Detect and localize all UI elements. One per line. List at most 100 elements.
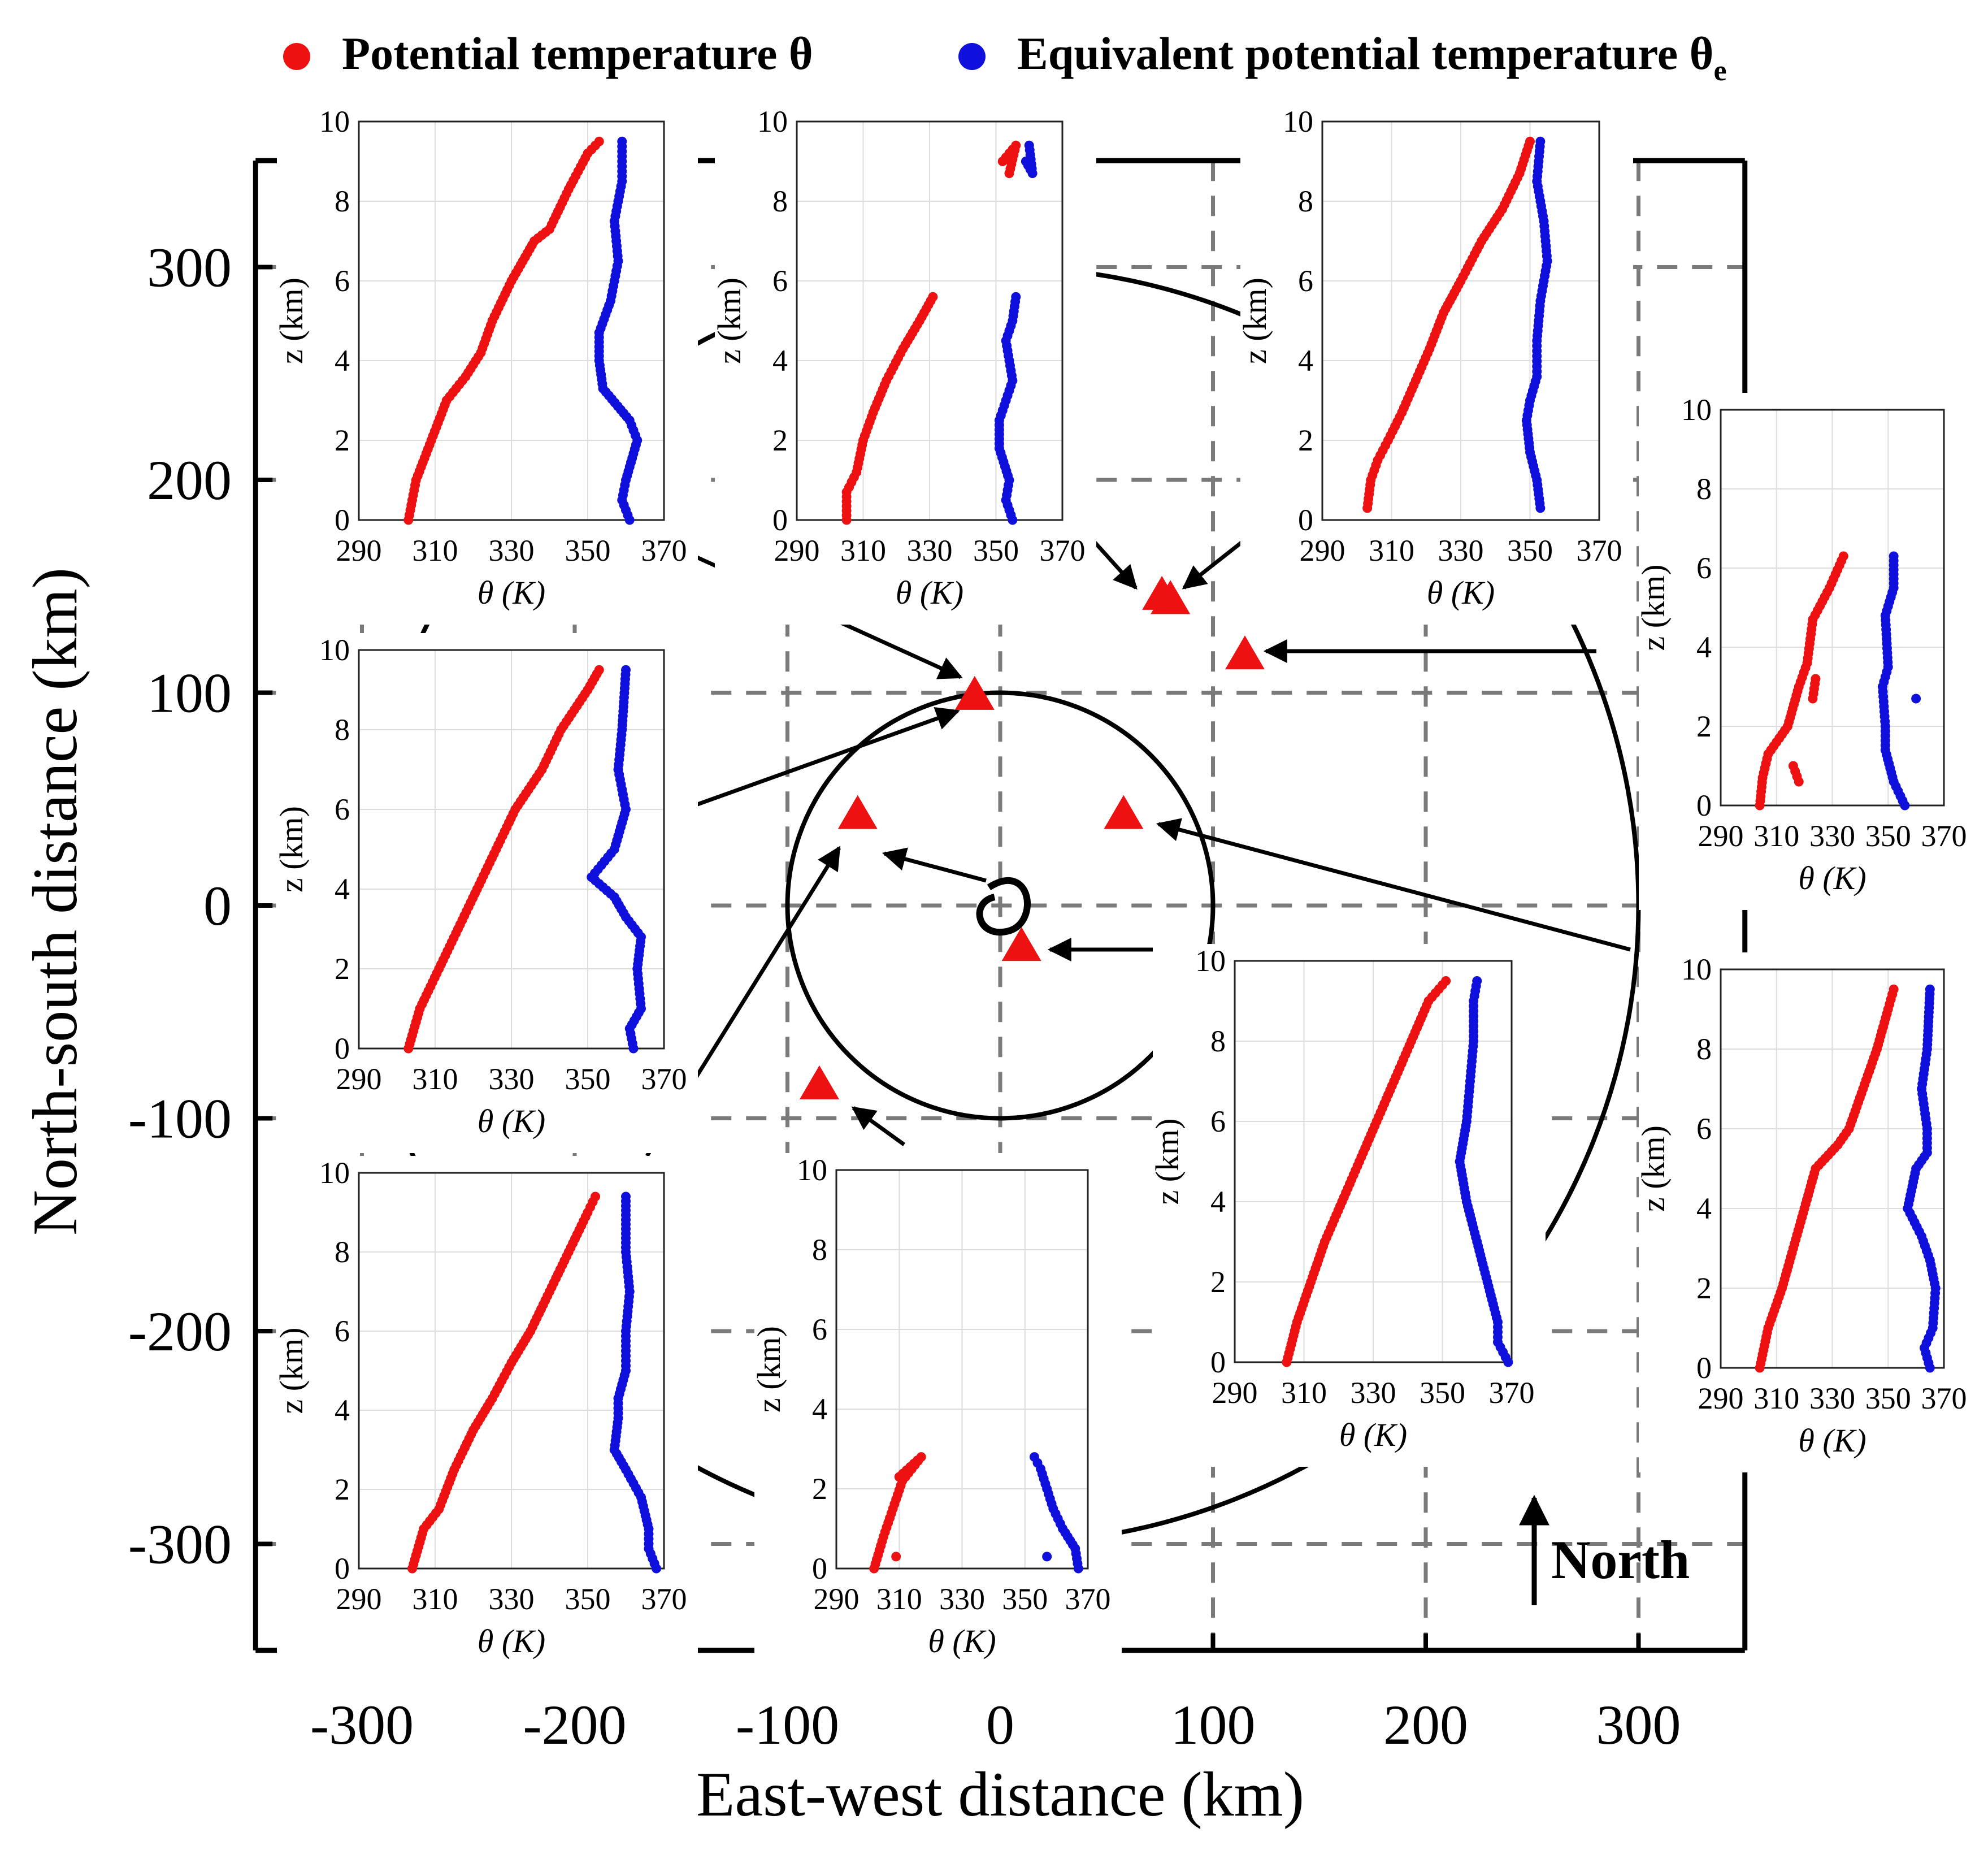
legend-theta-e-marker (958, 43, 986, 70)
inset-y-tick-label: 0 (1298, 503, 1313, 537)
inset-x-tick-label: 330 (1438, 534, 1484, 567)
inset-y-tick-label: 0 (1696, 1351, 1712, 1385)
inset-x-axis-title: θ (K) (1798, 1422, 1866, 1459)
inset-background (715, 105, 1096, 625)
map-y-tick-label: -300 (128, 1513, 232, 1576)
inset-y-tick-label: 6 (335, 792, 350, 826)
inset-x-tick-label: 370 (1489, 1376, 1535, 1410)
inset-x-tick-label: 290 (336, 1062, 382, 1096)
inset-x-axis-title: θ (K) (928, 1623, 996, 1660)
pointer-arrow (646, 707, 960, 825)
inset-y-tick-label: 4 (1696, 630, 1712, 664)
inset-y-tick-label: 10 (319, 105, 350, 138)
map-x-tick-label: 300 (1596, 1693, 1681, 1756)
theta-e-point (1029, 1452, 1039, 1462)
inset-frame (835, 1169, 1089, 1570)
inset-y-tick-label: 10 (1681, 393, 1712, 427)
inset-background (277, 633, 698, 1153)
profile-inset: 290 310 330 350 370 0 2 4 6 8 10 θ (K) z (km) (750, 1153, 1122, 1673)
inset-y-tick-label: 2 (812, 1472, 827, 1506)
inset-y-tick-label: 0 (772, 503, 788, 537)
map-x-tick-label: -200 (523, 1693, 626, 1756)
map-x-tick-label: 0 (986, 1693, 1014, 1756)
inset-y-tick-label: 10 (319, 633, 350, 667)
map-x-tick-label: -300 (310, 1693, 414, 1756)
inset-y-tick-label: 6 (812, 1312, 827, 1346)
map-y-tick-label: -200 (128, 1300, 232, 1363)
inset-y-tick-label: 4 (772, 344, 788, 378)
inset-background (754, 1153, 1122, 1673)
inset-background (277, 105, 698, 625)
inset-x-axis-title: θ (K) (478, 574, 545, 611)
theta-point (1889, 984, 1899, 994)
inset-y-axis-title: z (km) (273, 278, 310, 364)
inset-y-tick-label: 4 (1696, 1192, 1712, 1225)
inset-background (1153, 944, 1546, 1467)
inset-y-tick-label: 10 (1195, 944, 1226, 978)
inset-y-tick-label: 8 (1696, 1032, 1712, 1066)
sounding-triangle (1104, 795, 1144, 829)
pointer-arrow (1156, 818, 1631, 952)
inset-y-tick-label: 10 (1681, 952, 1712, 986)
theta-e-point (1011, 292, 1021, 302)
legend-theta-marker (283, 43, 310, 70)
profile-inset: 290 310 330 350 370 0 2 4 6 8 10 θ (K) z (km) (273, 105, 698, 625)
inset-x-tick-label: 290 (336, 534, 382, 567)
inset-y-tick-label: 4 (335, 872, 350, 906)
inset-y-tick-label: 6 (772, 264, 788, 298)
inset-y-tick-label: 2 (772, 423, 788, 457)
inset-y-axis-title: z (km) (750, 1326, 787, 1413)
inset-x-tick-label: 350 (565, 534, 611, 567)
inset-x-axis-title: θ (K) (478, 1623, 545, 1660)
inset-x-tick-label: 310 (1281, 1376, 1327, 1410)
pointer-arrow (882, 847, 987, 883)
inset-x-tick-label: 370 (1577, 534, 1622, 567)
inset-y-tick-label: 2 (335, 423, 350, 457)
inset-y-tick-label: 8 (1696, 472, 1712, 506)
theta-point (1004, 168, 1014, 179)
inset-background (1639, 952, 1978, 1472)
north-label: North (1551, 1530, 1690, 1590)
inset-frame (1720, 968, 1945, 1369)
inset-y-tick-label: 10 (1283, 105, 1313, 138)
profile-inset: 290 310 330 350 370 0 2 4 6 8 10 θ (K) z (km) (711, 105, 1096, 625)
inset-x-tick-label: 310 (1753, 1381, 1799, 1415)
inset-y-tick-label: 8 (335, 713, 350, 747)
theta-point (891, 1552, 901, 1562)
inset-y-tick-label: 6 (1696, 1112, 1712, 1146)
inset-frame (1321, 120, 1600, 521)
inset-y-tick-label: 8 (335, 184, 350, 218)
inset-x-tick-label: 350 (1507, 534, 1553, 567)
profile-inset: 290 310 330 350 370 0 2 4 6 8 10 θ (K) z (km) (1149, 944, 1546, 1467)
inset-x-tick-label: 330 (939, 1582, 985, 1616)
inset-x-tick-label: 350 (565, 1582, 611, 1616)
inset-x-axis-title: θ (K) (1339, 1416, 1407, 1453)
inset-y-tick-label: 8 (812, 1233, 827, 1267)
inset-y-axis-title: z (km) (1236, 278, 1273, 364)
sounding-triangle (1225, 635, 1265, 670)
inset-x-tick-label: 310 (413, 1062, 458, 1096)
map-x-tick-label: 100 (1171, 1693, 1256, 1756)
theta-point (1808, 694, 1818, 704)
inset-y-tick-label: 2 (1298, 423, 1313, 457)
inset-y-axis-title: z (km) (711, 278, 748, 364)
range-circle (785, 690, 1216, 1121)
legend-theta-e-main: Equivalent potential temperature θ (1017, 28, 1713, 79)
map-x-tick-label: 200 (1383, 1693, 1468, 1756)
inset-x-tick-label: 310 (1369, 534, 1414, 567)
map-y-axis-title: North-south distance (km) (20, 567, 90, 1236)
inset-x-tick-label: 330 (907, 534, 953, 567)
inset-y-tick-label: 2 (335, 1472, 350, 1506)
inset-y-tick-label: 0 (1210, 1345, 1226, 1379)
inset-x-tick-label: 330 (1809, 819, 1855, 853)
theta-e-point (1472, 976, 1482, 986)
map-y-tick-label: 300 (147, 236, 232, 299)
theta-e-point (621, 1192, 631, 1202)
inset-y-tick-label: 6 (335, 1314, 350, 1348)
theta-e-point (1535, 136, 1546, 146)
inset-layer: 290 310 330 350 370 0 2 4 6 8 10 θ (K) z (km) 290 310 3… (273, 105, 1978, 1673)
inset-y-tick-label: 6 (1298, 264, 1313, 298)
inset-x-tick-label: 310 (840, 534, 886, 567)
inset-y-tick-label: 2 (1210, 1265, 1226, 1299)
inset-y-tick-label: 8 (1298, 184, 1313, 218)
